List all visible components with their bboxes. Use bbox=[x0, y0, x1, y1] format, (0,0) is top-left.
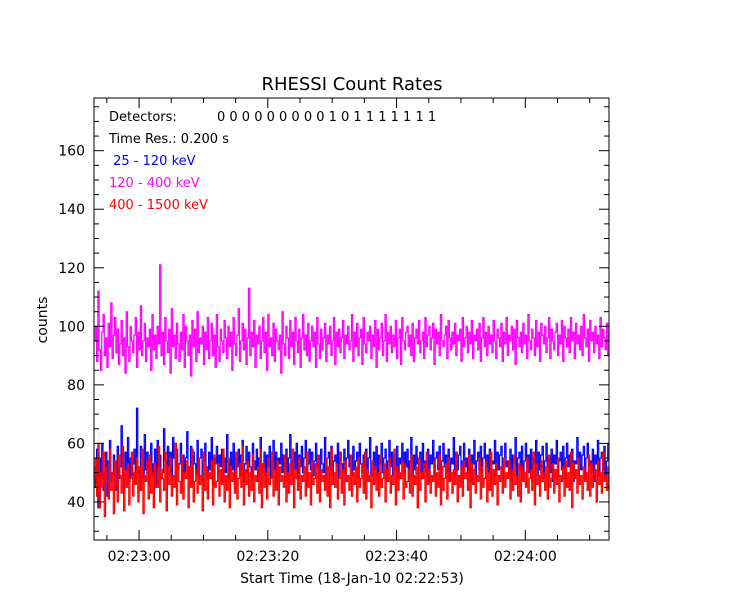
y-tick-label: 80 bbox=[67, 378, 85, 394]
series-layer bbox=[94, 264, 609, 518]
chart-title: RHESSI Count Rates bbox=[261, 74, 442, 95]
detectors-label: Detectors: bbox=[109, 110, 177, 125]
y-tick-label: 120 bbox=[58, 261, 85, 277]
y-tick-label: 140 bbox=[58, 202, 85, 218]
y-tick-label: 60 bbox=[67, 436, 85, 452]
y-axis-label: counts bbox=[35, 297, 51, 344]
series-line-400-1500-kev bbox=[94, 442, 609, 518]
legend-entry-120-400-kev: 120 - 400 keV bbox=[109, 176, 200, 191]
x-tick-label: 02:23:20 bbox=[236, 549, 299, 565]
legend-entry-25-120-kev: 25 - 120 keV bbox=[109, 154, 196, 169]
series-line-120-400-kev bbox=[94, 264, 609, 377]
time-resolution-text: Time Res.: 0.200 s bbox=[108, 132, 229, 147]
axis-layer: 40 60 80 100 120 140 160 02:23:00 02:23:20 02:23:… bbox=[58, 98, 609, 565]
y-tick-label: 160 bbox=[58, 144, 85, 160]
legend-entry-400-1500-kev: 400 - 1500 keV bbox=[109, 198, 208, 213]
x-axis-label: Start Time (18-Jan-10 02:22:53) bbox=[240, 571, 464, 587]
detectors-value: 0 0 0 0 0 0 0 0 0 1 0 1 1 1 1 1 1 1 bbox=[217, 110, 436, 125]
plot-frame bbox=[93, 97, 610, 541]
x-tick-label: 02:23:00 bbox=[108, 549, 171, 565]
y-tick-label: 100 bbox=[58, 319, 85, 335]
y-tick-label: 40 bbox=[67, 495, 85, 511]
x-tick-label: 02:24:00 bbox=[494, 549, 557, 565]
x-tick-label: 02:23:40 bbox=[365, 549, 428, 565]
series-line-25-120-kev bbox=[94, 407, 609, 509]
annotation-box: Detectors: 0 0 0 0 0 0 0 0 0 1 0 1 1 1 1… bbox=[108, 110, 436, 213]
